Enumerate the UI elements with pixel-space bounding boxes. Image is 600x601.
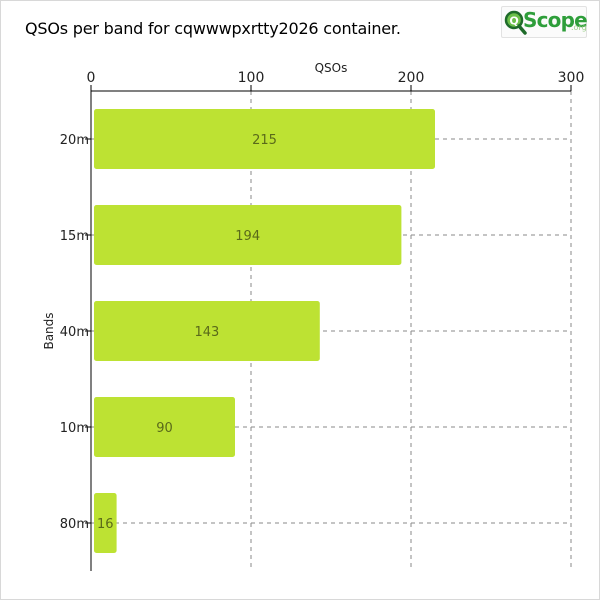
x-tick-label: 300	[558, 70, 585, 86]
y-tick-label: 15m	[60, 229, 89, 244]
magnifier-icon: Q	[504, 10, 527, 35]
bar-40m	[94, 301, 320, 361]
bar-value-label: 90	[156, 421, 173, 436]
bar-value-label: 143	[194, 325, 219, 340]
y-tick-label: 20m	[60, 133, 89, 148]
x-tick-label: 100	[238, 70, 265, 86]
bar-10m	[94, 397, 235, 457]
bars: 215 194 143 90 16	[94, 109, 435, 553]
bar-20m	[94, 109, 435, 169]
logo-wordmark: Scope	[523, 8, 588, 32]
chart-title: QSOs per band for cqwwwpxrtty2026 contai…	[25, 19, 401, 38]
logo-suffix: .org	[571, 23, 587, 32]
x-axis-label: QSOs	[315, 61, 348, 75]
bar-value-label: 215	[252, 133, 277, 148]
logo-q-letter: Q	[509, 15, 518, 28]
x-tick-label: 200	[398, 70, 425, 86]
y-axis-label: Bands	[42, 312, 56, 349]
bar-80m	[94, 493, 117, 553]
qscope-logo[interactable]: Q Scope .org	[501, 6, 588, 38]
axes: 0 100 200 300 20m 15m 40m 10m 80m	[60, 70, 585, 571]
bar-value-label: 194	[235, 229, 260, 244]
y-tick-label: 40m	[60, 325, 89, 340]
bar-15m	[94, 205, 402, 265]
bar-value-label: 16	[97, 517, 114, 532]
y-tick-label: 10m	[60, 421, 89, 436]
x-tick-label: 0	[87, 70, 96, 86]
y-tick-label: 80m	[60, 517, 89, 532]
